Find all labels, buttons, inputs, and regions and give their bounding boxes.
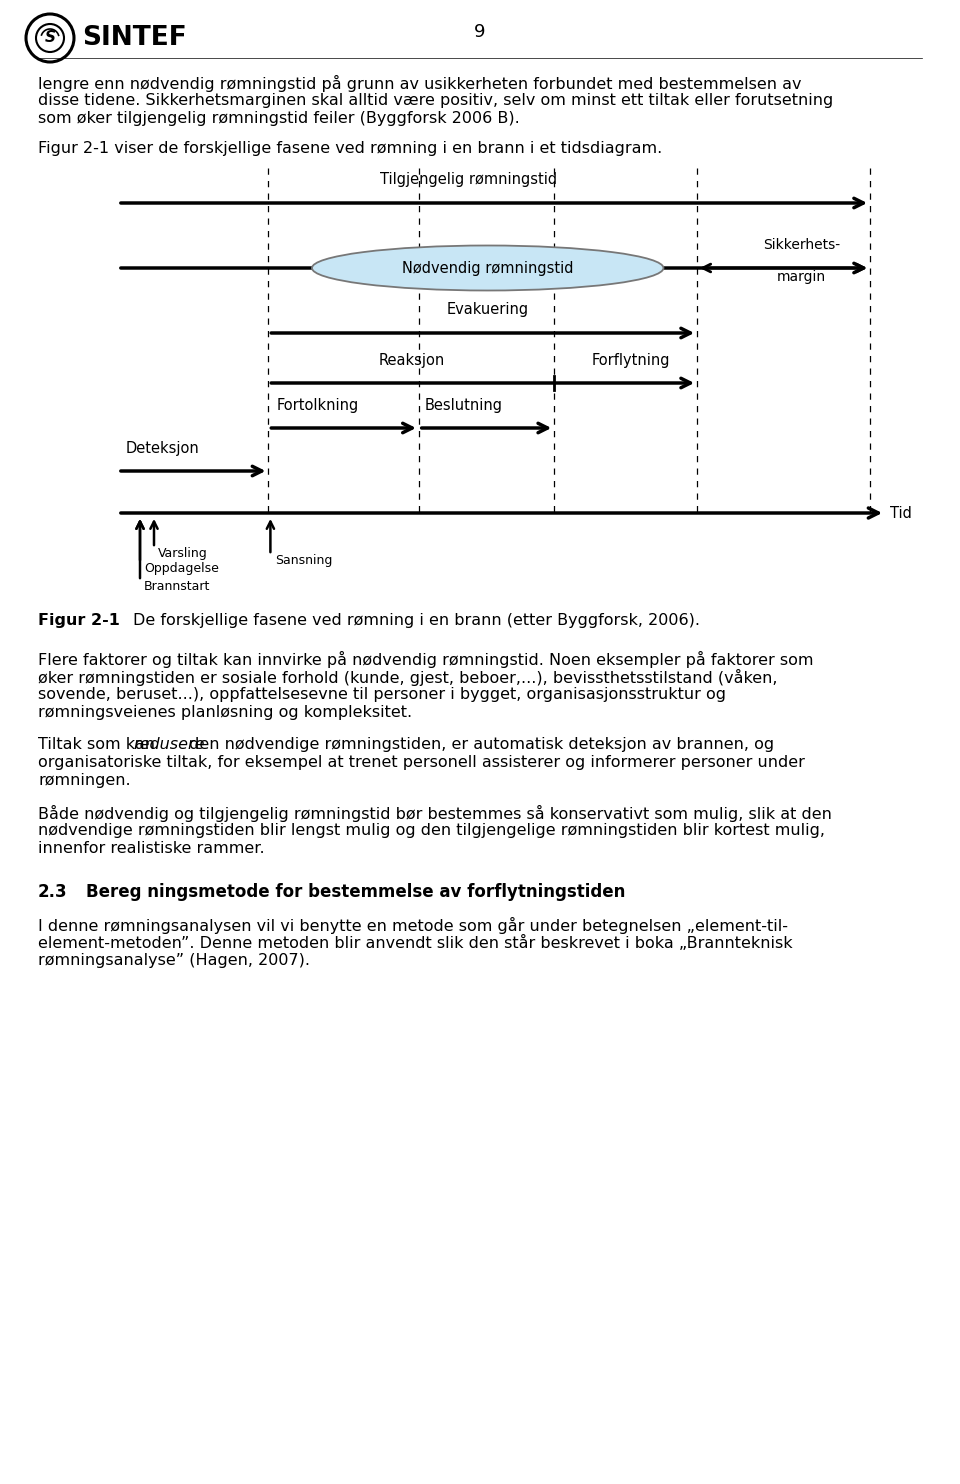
Text: element-metoden”. Denne metoden blir anvendt slik den står beskrevet i boka „Bra: element-metoden”. Denne metoden blir anv…	[38, 935, 793, 951]
Text: Tilgjengelig rømningstid: Tilgjengelig rømningstid	[380, 172, 558, 187]
Text: Sikkerhets-: Sikkerhets-	[763, 237, 840, 252]
Text: nødvendige rømningstiden blir lengst mulig og den tilgjengelige rømningstiden bl: nødvendige rømningstiden blir lengst mul…	[38, 824, 825, 838]
Text: den nødvendige rømningstiden, er automatisk deteksjon av brannen, og: den nødvendige rømningstiden, er automat…	[184, 738, 774, 752]
Text: Flere faktorer og tiltak kan innvirke på nødvendig rømningstid. Noen eksempler p: Flere faktorer og tiltak kan innvirke på…	[38, 651, 813, 668]
Text: Evakuering: Evakuering	[446, 303, 529, 318]
Text: rømningsveienes planløsning og kompleksitet.: rømningsveienes planløsning og kompleksi…	[38, 705, 412, 720]
Text: S: S	[44, 31, 56, 46]
Text: 2.3: 2.3	[38, 883, 67, 901]
Ellipse shape	[312, 245, 663, 291]
Text: øker rømningstiden er sosiale forhold (kunde, gjest, beboer,...), bevissthetssti: øker rømningstiden er sosiale forhold (k…	[38, 669, 778, 686]
Text: sovende, beruset...), oppfattelsesevne til personer i bygget, organisasjonsstruk: sovende, beruset...), oppfattelsesevne t…	[38, 687, 726, 702]
Text: disse tidene. Sikkerhetsmarginen skal alltid være positiv, selv om minst ett til: disse tidene. Sikkerhetsmarginen skal al…	[38, 93, 833, 108]
Text: Bereg ningsmetode for bestemmelse av forflytningstiden: Bereg ningsmetode for bestemmelse av for…	[86, 883, 625, 901]
Text: redusere: redusere	[133, 738, 204, 752]
Text: Tid: Tid	[890, 506, 912, 521]
Text: 9: 9	[474, 22, 486, 42]
Text: Deteksjon: Deteksjon	[126, 441, 200, 456]
Text: Fortolkning: Fortolkning	[276, 398, 359, 413]
Text: som øker tilgjengelig rømningstid feiler (Byggforsk 2006 B).: som øker tilgjengelig rømningstid feiler…	[38, 111, 519, 126]
Text: Både nødvendig og tilgjengelig rømningstid bør bestemmes så konservativt som mul: Både nødvendig og tilgjengelig rømningst…	[38, 804, 832, 822]
Text: Beslutning: Beslutning	[424, 398, 503, 413]
Text: innenfor realistiske rammer.: innenfor realistiske rammer.	[38, 841, 265, 856]
Text: Tiltak som kan: Tiltak som kan	[38, 738, 160, 752]
Text: Oppdagelse: Oppdagelse	[144, 562, 219, 574]
Text: Figur 2-1 viser de forskjellige fasene ved rømning i en brann i et tidsdiagram.: Figur 2-1 viser de forskjellige fasene v…	[38, 141, 662, 156]
Text: lengre enn nødvendig rømningstid på grunn av usikkerheten forbundet med bestemme: lengre enn nødvendig rømningstid på grun…	[38, 76, 802, 92]
Text: Reaksjon: Reaksjon	[378, 353, 444, 368]
Text: Brannstart: Brannstart	[144, 580, 210, 594]
Text: De forskjellige fasene ved rømning i en brann (etter Byggforsk, 2006).: De forskjellige fasene ved rømning i en …	[133, 613, 700, 628]
Text: margin: margin	[777, 270, 827, 283]
Text: Figur 2-1: Figur 2-1	[38, 613, 120, 628]
Text: Sansning: Sansning	[276, 554, 333, 567]
Text: I denne rømningsanalysen vil vi benytte en metode som går under betegnelsen „ele: I denne rømningsanalysen vil vi benytte …	[38, 917, 788, 933]
Text: Forflytning: Forflytning	[591, 353, 670, 368]
Text: organisatoriske tiltak, for eksempel at trenet personell assisterer og informere: organisatoriske tiltak, for eksempel at …	[38, 755, 804, 770]
Text: rømningsanalyse” (Hagen, 2007).: rømningsanalyse” (Hagen, 2007).	[38, 953, 310, 968]
Text: Nødvendig rømningstid: Nødvendig rømningstid	[402, 261, 573, 276]
Text: Varsling: Varsling	[158, 548, 207, 559]
Text: SINTEF: SINTEF	[82, 25, 187, 50]
Text: rømningen.: rømningen.	[38, 773, 131, 788]
